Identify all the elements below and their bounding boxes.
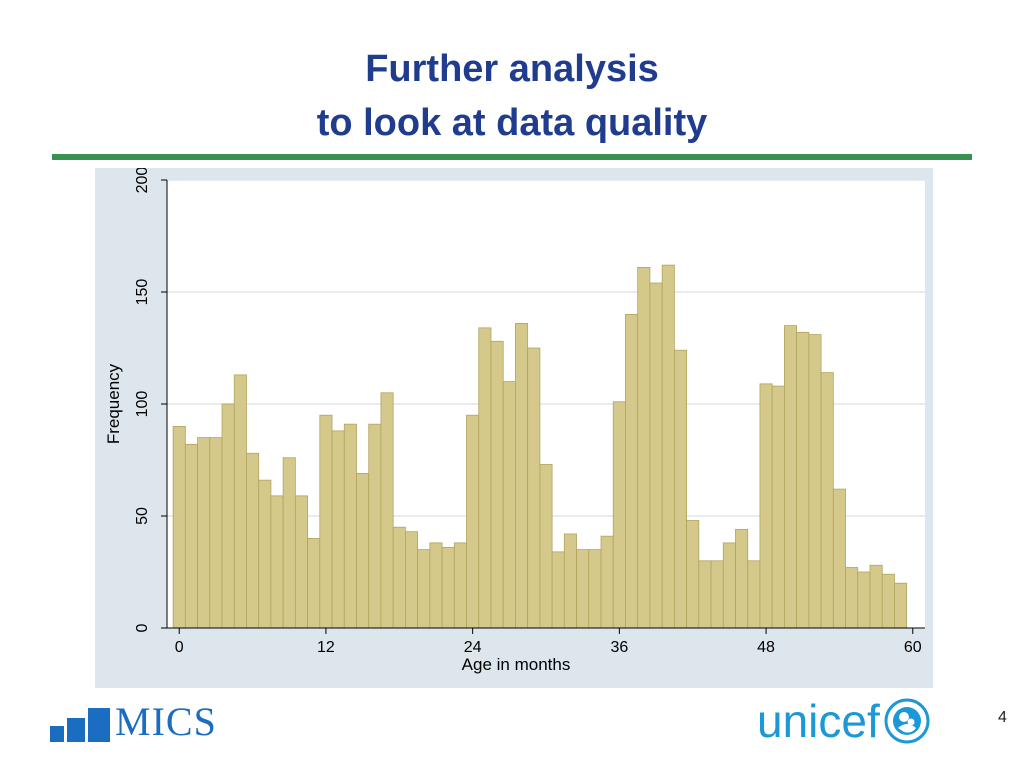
histogram-bar	[502, 381, 516, 629]
histogram-bar	[600, 535, 614, 629]
histogram-bar	[649, 282, 663, 629]
histogram-bar	[612, 401, 626, 629]
histogram-bar	[282, 457, 296, 629]
histogram-bar	[722, 542, 736, 629]
histogram-bar	[380, 392, 394, 629]
histogram-bar	[673, 349, 687, 629]
y-axis-title: Frequency	[104, 363, 123, 444]
histogram-bar	[490, 340, 504, 629]
histogram-bar	[307, 537, 321, 629]
histogram-bar	[417, 549, 431, 629]
y-tick-label: 50	[134, 507, 151, 525]
histogram-bar	[698, 560, 712, 629]
y-tick-label: 100	[134, 391, 151, 418]
histogram-bar	[429, 542, 443, 629]
mics-logo: MICS	[50, 698, 217, 742]
unicef-emblem-icon	[884, 698, 930, 744]
histogram-bar	[710, 560, 724, 629]
histogram-bar	[857, 571, 871, 629]
histogram-bar	[539, 464, 553, 629]
unicef-logo: unicef	[757, 696, 930, 746]
histogram-bar	[881, 573, 895, 629]
histogram-bar	[356, 473, 370, 629]
histogram-bar	[845, 567, 859, 629]
mics-square-medium-icon	[67, 718, 85, 742]
histogram-bar	[270, 495, 284, 629]
x-tick-label: 48	[757, 639, 775, 656]
histogram-bar	[221, 403, 235, 629]
x-axis-title: Age in months	[462, 655, 571, 674]
histogram-bar	[233, 374, 247, 629]
histogram-bar	[796, 331, 810, 629]
x-tick-label: 60	[904, 639, 922, 656]
histogram-bar	[197, 437, 211, 629]
histogram-bar	[343, 423, 357, 629]
histogram-bar	[466, 414, 480, 629]
chart-panel: 0 50 100 150 200 0 12 24 36 48 60 Age in months Freq…	[95, 168, 933, 688]
histogram-bar	[625, 313, 639, 629]
histogram-bar	[209, 437, 223, 629]
histogram-chart: 0 50 100 150 200 0 12 24 36 48 60 Age in months Freq…	[104, 168, 925, 674]
title-line-1: Further analysis	[365, 48, 659, 90]
histogram-bar	[441, 546, 455, 629]
x-tick-label: 24	[464, 639, 482, 656]
histogram-bar	[331, 430, 345, 629]
histogram-bar	[735, 529, 749, 629]
histogram-bar	[172, 425, 186, 629]
histogram-bar	[551, 551, 565, 629]
x-tick-label: 0	[175, 639, 184, 656]
histogram-bar	[784, 325, 798, 629]
slide-title: Further analysis to look at data quality	[0, 42, 1024, 150]
histogram-bar	[686, 520, 700, 629]
title-divider	[52, 154, 972, 160]
histogram-bar	[747, 560, 761, 629]
mics-square-large-icon	[88, 708, 110, 742]
histogram-bar	[576, 549, 590, 629]
histogram-bar	[832, 488, 846, 629]
histogram-bar	[820, 372, 834, 629]
x-tick-label: 12	[317, 639, 335, 656]
histogram-bar	[294, 495, 308, 629]
histogram-bar	[515, 322, 529, 629]
histogram-bar	[258, 479, 272, 629]
histogram-bar	[478, 327, 492, 629]
histogram-bar	[637, 266, 651, 629]
histogram-bar	[368, 423, 382, 629]
histogram-bar	[759, 383, 773, 629]
histogram-bar	[405, 531, 419, 629]
mics-square-small-icon	[50, 726, 64, 742]
page-number: 4	[998, 709, 1007, 726]
unicef-logo-text: unicef	[757, 695, 880, 747]
histogram-bar	[453, 542, 467, 629]
histogram-bar	[661, 264, 675, 629]
y-tick-label: 0	[134, 623, 151, 632]
y-tick-label: 150	[134, 279, 151, 306]
histogram-bar	[894, 582, 908, 629]
histogram-bar	[588, 549, 602, 629]
y-tick-label: 200	[134, 168, 151, 193]
histogram-bar	[563, 533, 577, 629]
histogram-bar	[392, 526, 406, 629]
title-line-2: to look at data quality	[316, 102, 708, 144]
histogram-bar	[869, 564, 883, 629]
histogram-bar	[808, 334, 822, 629]
histogram-bar	[771, 385, 785, 629]
histogram-bar	[527, 347, 541, 629]
histogram-bar	[246, 452, 260, 629]
mics-logo-text: MICS	[115, 699, 217, 744]
histogram-bar	[184, 443, 198, 629]
histogram-bar	[319, 414, 333, 629]
x-tick-label: 36	[610, 639, 628, 656]
